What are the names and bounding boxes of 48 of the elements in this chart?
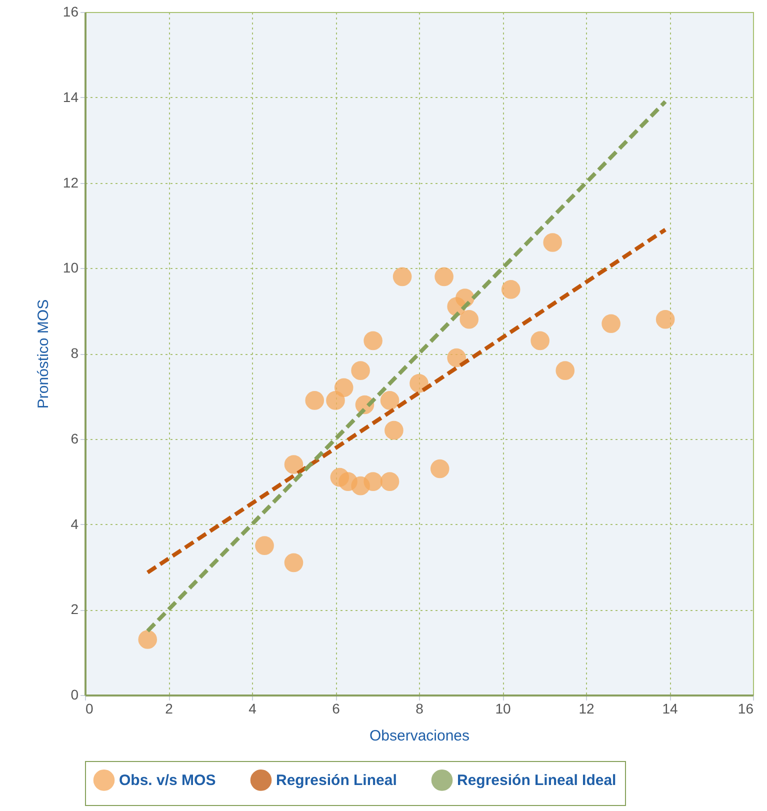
point	[602, 314, 620, 334]
x-tick-label: 4	[248, 700, 257, 716]
point	[501, 280, 520, 299]
y-tick-label: 6	[70, 430, 79, 446]
point	[255, 536, 274, 555]
y-tick-label: 2	[70, 601, 79, 618]
y-axis-title: Pronóstico MOS	[34, 299, 52, 409]
legend-label: Regresión Lineal	[276, 772, 397, 790]
point	[430, 459, 450, 478]
x-tick-label: 0	[86, 700, 94, 716]
y-tick-label: 10	[62, 260, 79, 276]
point	[305, 391, 324, 410]
point	[138, 630, 158, 649]
x-tick-label: 6	[332, 700, 340, 716]
point	[380, 391, 400, 410]
y-tick-label: 0	[70, 686, 79, 702]
x-axis-title: Observaciones	[369, 728, 470, 744]
legend-label: Obs. v/s MOS	[119, 772, 216, 790]
point	[556, 361, 575, 380]
point	[543, 233, 562, 252]
point	[530, 331, 550, 350]
point	[434, 267, 454, 286]
point	[364, 331, 382, 350]
point	[284, 455, 304, 474]
point	[284, 553, 304, 572]
point	[334, 378, 354, 398]
point	[410, 374, 428, 393]
x-tick-label: 2	[165, 700, 174, 716]
x-tick-label: 14	[662, 700, 678, 716]
x-tick-label: 16	[738, 700, 754, 716]
legend-label: Regresión Lineal Ideal	[457, 772, 616, 790]
x-tick-label: 12	[578, 700, 594, 716]
y-tick-label: 8	[70, 345, 79, 361]
x-tick-label: 8	[416, 700, 424, 716]
y-tick-label: 12	[62, 174, 79, 190]
point	[460, 310, 479, 329]
point	[326, 391, 345, 410]
point	[384, 420, 404, 440]
point	[656, 310, 675, 329]
point	[380, 472, 400, 491]
point	[364, 472, 382, 491]
y-tick-label: 14	[62, 88, 79, 105]
x-tick-label: 10	[495, 700, 511, 716]
point	[447, 348, 466, 368]
point	[351, 361, 370, 380]
y-tick-label: 16	[62, 4, 79, 20]
point	[392, 267, 412, 286]
y-tick-label: 4	[70, 516, 79, 532]
